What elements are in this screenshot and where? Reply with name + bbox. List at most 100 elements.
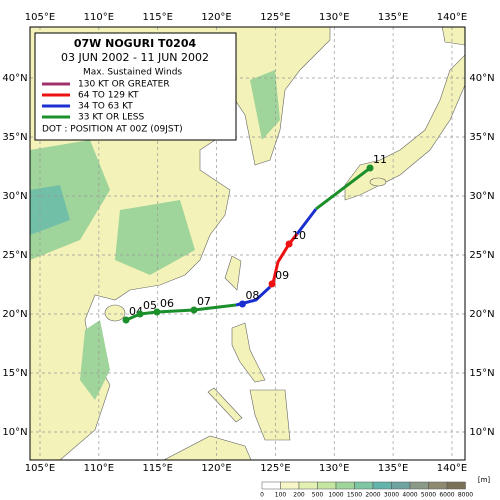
scale-label: 2000	[365, 492, 380, 499]
scale-label: 4000	[402, 492, 417, 499]
scale-label: 1500	[347, 492, 362, 499]
track-segment	[295, 208, 318, 235]
lat-label: 10°N	[2, 427, 27, 438]
scale-box	[446, 481, 466, 490]
legend-label: 33 KT OR LESS	[78, 113, 144, 123]
scale-label: 6000	[439, 492, 454, 499]
hokkaido	[441, 27, 465, 46]
scale-label: 8000	[458, 492, 473, 499]
palawan	[207, 387, 243, 423]
hainan	[104, 304, 126, 322]
lon-label: 135°E	[378, 463, 408, 474]
lat-label: 35°N	[2, 132, 27, 143]
lon-label: 125°E	[260, 12, 290, 23]
position-dot	[268, 280, 276, 288]
scale-box	[391, 481, 411, 490]
scale-box	[354, 481, 374, 490]
lat-label: 15°N	[469, 368, 494, 379]
scale-box	[261, 481, 281, 490]
legend-label: 64 TO 129 KT	[78, 91, 139, 101]
map-frame	[29, 26, 466, 461]
lat-label: 40°N	[469, 73, 494, 84]
position-label: 07	[197, 295, 211, 308]
position-label: 10	[292, 229, 306, 242]
terrain	[30, 140, 110, 260]
legend-label: 130 KT OR GREATER	[78, 80, 170, 90]
scale-label: 100	[275, 492, 287, 499]
position-label: 06	[160, 297, 174, 310]
legend-box	[34, 32, 237, 141]
position-dot	[285, 240, 293, 248]
lon-label: 140°E	[437, 12, 467, 23]
scale-label: 1000	[328, 492, 343, 499]
lon-label: 110°E	[84, 463, 114, 474]
terrain	[115, 200, 195, 275]
scale-label: 0	[260, 492, 264, 499]
lat-label: 25°N	[469, 250, 494, 261]
lon-label: 115°E	[142, 463, 172, 474]
mindanao	[249, 389, 291, 441]
lon-label: 140°E	[437, 463, 467, 474]
scale-box	[317, 481, 337, 490]
track-segment	[315, 166, 371, 211]
lat-label: 30°N	[469, 191, 494, 202]
scale-label: 5000	[421, 492, 436, 499]
scale-box	[428, 481, 448, 490]
scale-unit: [m]	[478, 476, 491, 484]
lat-label: 25°N	[2, 250, 27, 261]
lat-label: 10°N	[469, 427, 494, 438]
legend-heading: Max. Sustained Winds	[83, 68, 182, 78]
position-label: 05	[143, 299, 157, 312]
lon-label: 115°E	[142, 12, 172, 23]
lon-label: 105°E	[25, 463, 55, 474]
taiwan	[224, 255, 242, 291]
title: 07W NOGURI T0204	[74, 37, 197, 50]
legend-label: 34 TO 63 KT	[78, 102, 133, 112]
lon-label: 120°E	[201, 12, 231, 23]
shikoku	[369, 177, 387, 187]
position-label: 11	[373, 153, 387, 166]
position-dot	[122, 316, 130, 324]
lat-label: 35°N	[469, 132, 494, 143]
scale-box	[298, 481, 318, 490]
scale-box	[335, 481, 355, 490]
lat-label: 30°N	[2, 191, 27, 202]
lon-label: 135°E	[378, 12, 408, 23]
terrain	[80, 320, 110, 400]
lon-label: 105°E	[25, 12, 55, 23]
lon-label: 125°E	[260, 463, 290, 474]
lat-label: 40°N	[2, 73, 27, 84]
lon-label: 130°E	[319, 12, 349, 23]
scale-label: 3000	[384, 492, 399, 499]
lon-label: 130°E	[319, 463, 349, 474]
lat-label: 15°N	[2, 368, 27, 379]
lat-label: 20°N	[469, 309, 494, 320]
position-dot	[366, 164, 374, 172]
legend: 07W NOGURI T0204 03 JUN 2002 - 11 JUN 20…	[34, 32, 237, 141]
position-dot	[136, 310, 144, 318]
scale-box	[372, 481, 392, 490]
scale-box	[409, 481, 429, 490]
dot-note: DOT : POSITION AT 00Z (09JST)	[42, 125, 183, 135]
japan	[344, 54, 465, 201]
luzon	[231, 322, 266, 383]
position-label: 09	[275, 269, 289, 282]
scale-box	[280, 481, 300, 490]
color-scale: 0 100 200 500 1000 1500 2000 3000 4000 5000 6000 80…	[260, 476, 490, 499]
position-dot	[190, 306, 198, 314]
terrain	[250, 70, 280, 140]
borneo	[163, 435, 252, 460]
dates: 03 JUN 2002 - 11 JUN 2002	[61, 51, 209, 64]
lat-label: 20°N	[2, 309, 27, 320]
lon-label: 110°E	[84, 12, 114, 23]
lon-label: 120°E	[201, 463, 231, 474]
scale-label: 500	[312, 492, 324, 499]
position-dot	[153, 308, 161, 316]
position-dot	[238, 300, 246, 308]
scale-label: 200	[293, 492, 305, 499]
position-label: 08	[245, 289, 259, 302]
